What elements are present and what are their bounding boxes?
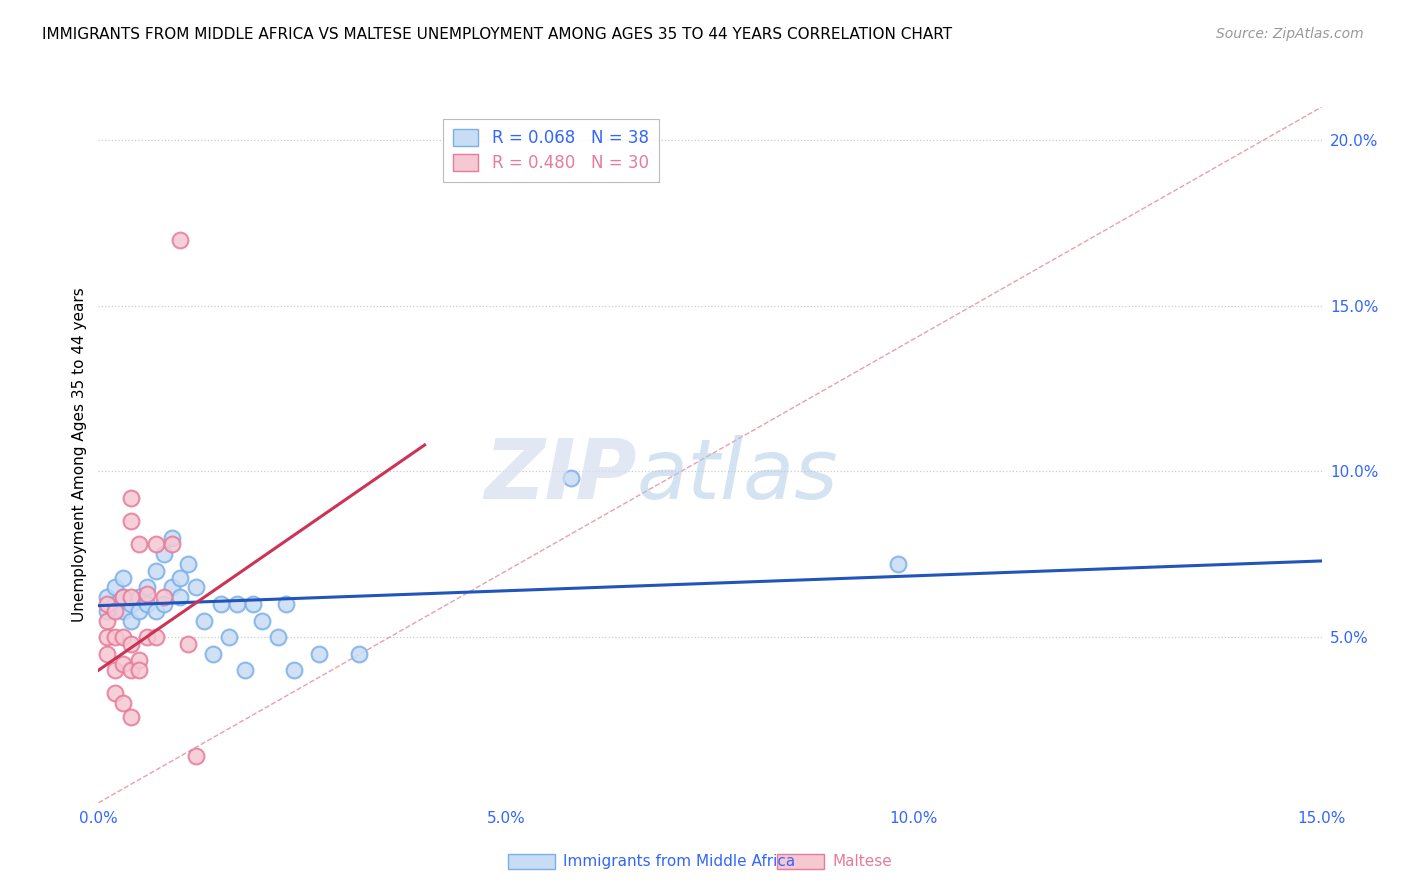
Point [96,647,118,661]
Point [96,591,118,605]
Point [209,597,232,611]
Point [267,630,290,644]
Text: Immigrants from Middle Africa: Immigrants from Middle Africa [564,854,796,869]
Point [152,591,174,605]
Point [120,663,142,677]
Point [152,597,174,611]
Point [111,591,134,605]
Point [111,570,134,584]
Point [136,587,159,601]
Point [104,597,127,611]
Point [186,749,208,764]
Point [128,663,150,677]
Point [160,537,183,551]
Point [886,558,908,572]
Point [169,233,191,247]
Point [120,614,142,628]
Point [111,591,134,605]
Point [120,709,142,723]
Point [104,604,127,618]
Point [145,630,167,644]
Point [120,597,142,611]
Point [111,630,134,644]
Point [226,597,249,611]
Point [193,614,215,628]
Point [104,630,127,644]
Y-axis label: Unemployment Among Ages 35 to 44 years: Unemployment Among Ages 35 to 44 years [72,287,87,623]
Text: atlas: atlas [637,435,838,516]
Point [274,597,297,611]
Point [308,647,330,661]
Point [283,663,305,677]
Point [201,647,224,661]
Point [349,647,371,661]
Point [96,597,118,611]
Point [218,630,240,644]
Point [128,537,150,551]
Point [145,537,167,551]
Point [169,570,191,584]
Point [233,663,256,677]
Point [242,597,264,611]
Point [111,604,134,618]
Point [104,581,127,595]
Point [160,531,183,545]
Point [177,558,200,572]
Point [136,597,159,611]
Point [111,697,134,711]
Text: ZIP: ZIP [484,435,637,516]
Point [120,491,142,505]
Text: Maltese: Maltese [832,854,891,869]
Text: IMMIGRANTS FROM MIDDLE AFRICA VS MALTESE UNEMPLOYMENT AMONG AGES 35 TO 44 YEARS : IMMIGRANTS FROM MIDDLE AFRICA VS MALTESE… [42,27,952,42]
Point [128,653,150,667]
Point [128,591,150,605]
Point [145,604,167,618]
Point [177,637,200,651]
Point [120,514,142,528]
Point [104,663,127,677]
Point [186,581,208,595]
Point [169,591,191,605]
FancyBboxPatch shape [508,854,555,869]
Point [111,657,134,671]
FancyBboxPatch shape [778,854,824,869]
Point [120,591,142,605]
Point [160,581,183,595]
Text: Source: ZipAtlas.com: Source: ZipAtlas.com [1216,27,1364,41]
Point [104,686,127,700]
Point [96,604,118,618]
Point [152,547,174,561]
Point [128,604,150,618]
Point [145,564,167,578]
Point [96,630,118,644]
Point [120,637,142,651]
Point [136,630,159,644]
Point [250,614,273,628]
Point [560,471,582,485]
Point [96,614,118,628]
Point [136,581,159,595]
Legend: R = 0.068   N = 38, R = 0.480   N = 30: R = 0.068 N = 38, R = 0.480 N = 30 [443,119,658,182]
